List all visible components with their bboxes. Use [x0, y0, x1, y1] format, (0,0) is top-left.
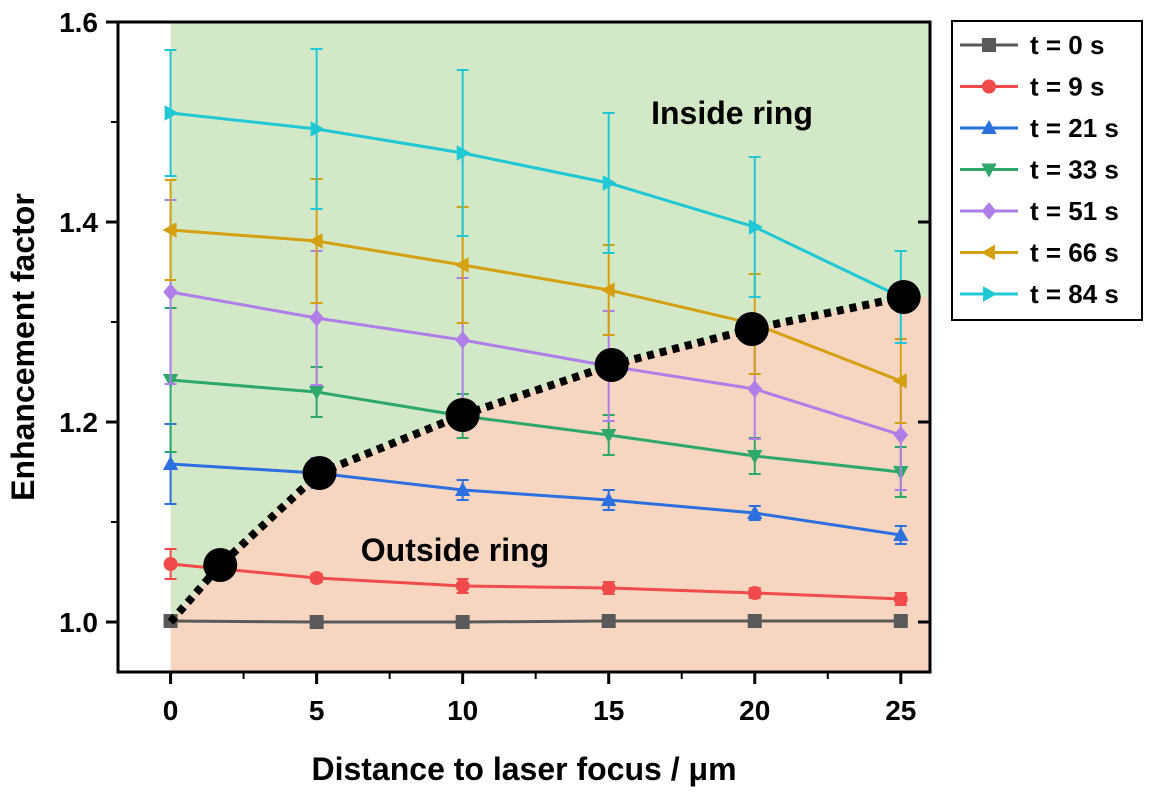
- series-line: [170, 619, 901, 624]
- x-tick-label: 25: [885, 695, 916, 726]
- series-line: [170, 228, 902, 383]
- legend-item: t = 84 s: [960, 279, 1119, 309]
- legend-marker: [980, 244, 995, 261]
- legend-item: t = 51 s: [960, 196, 1119, 226]
- data-point: [456, 145, 471, 161]
- legend-label: t = 21 s: [1030, 113, 1119, 143]
- x-axis-title: Distance to laser focus / μm: [311, 751, 736, 787]
- data-point: [893, 614, 908, 628]
- ring-boundary-curve: [167, 293, 902, 625]
- data-point: [893, 592, 908, 606]
- data-point: [309, 571, 324, 585]
- data-point: [455, 331, 471, 349]
- data-point: [601, 614, 616, 628]
- y-tick-label: 1.2: [59, 407, 98, 438]
- data-point: [893, 526, 909, 541]
- data-point: [163, 283, 178, 301]
- x-tick-label: 20: [739, 695, 770, 726]
- legend-marker: [983, 286, 998, 302]
- data-point: [748, 219, 763, 235]
- legend: t = 0 s t = 9 s t = 21 s t = 33 s t = 51 s t …: [951, 20, 1143, 321]
- data-point: [747, 586, 762, 600]
- legend-label: t = 9 s: [1030, 72, 1104, 102]
- legend-item: t = 0 s: [960, 30, 1104, 60]
- data-point: [602, 175, 617, 191]
- data-point: [309, 615, 324, 629]
- inside-ring-region: [170, 22, 930, 622]
- legend-item: t = 21 s: [960, 113, 1119, 143]
- data-point: [162, 455, 179, 470]
- data-point: [164, 105, 179, 121]
- outside-ring-label: Outside ring: [361, 532, 549, 568]
- legend-marker: [981, 202, 997, 220]
- data-point: [600, 282, 615, 298]
- ring-boundary-point: [203, 548, 238, 582]
- series-line: [170, 290, 902, 437]
- series-line: [170, 111, 902, 299]
- x-tick-label: 10: [447, 695, 478, 726]
- ring-boundary-point: [445, 398, 480, 432]
- legend-item: t = 33 s: [960, 155, 1119, 185]
- data-point: [601, 491, 617, 506]
- y-tick-label: 1.4: [59, 207, 98, 238]
- x-axis: 0 5 10 15 20 25: [163, 672, 916, 726]
- data-point: [454, 257, 469, 273]
- legend-marker: [982, 38, 996, 52]
- data-point: [310, 121, 325, 137]
- data-point: [747, 450, 763, 465]
- data-point: [308, 386, 325, 401]
- legend-marker: [982, 79, 996, 94]
- legend-item: t = 66 s: [960, 238, 1119, 268]
- series-t-21-s: [162, 423, 909, 545]
- series-line: [170, 462, 902, 537]
- legend-label: t = 84 s: [1030, 279, 1119, 309]
- data-point: [892, 373, 907, 389]
- outside-ring-region: [170, 297, 930, 672]
- data-point: [601, 581, 616, 595]
- legend-label: t = 51 s: [1030, 196, 1119, 226]
- series-line: [170, 562, 901, 601]
- x-tick-label: 5: [309, 695, 325, 726]
- legend-label: t = 33 s: [1030, 155, 1119, 185]
- legend-label: t = 0 s: [1030, 30, 1104, 60]
- series-t-9-s: [163, 548, 908, 606]
- ring-boundary-point: [594, 348, 629, 382]
- ring-boundary-point: [734, 312, 769, 346]
- shaded-regions: [170, 22, 930, 672]
- y-axis-title: Enhancement factor: [5, 193, 41, 501]
- legend-marker: [981, 163, 997, 178]
- data-point: [747, 614, 762, 628]
- series-layer: [162, 48, 909, 629]
- legend-label: t = 66 s: [1030, 238, 1119, 268]
- ring-boundary-point: [302, 456, 337, 490]
- x-tick-label: 15: [593, 695, 624, 726]
- legend-item: t = 9 s: [960, 72, 1104, 102]
- data-point: [308, 233, 323, 249]
- y-tick-label: 1.6: [59, 7, 98, 38]
- y-tick-label: 1.0: [59, 607, 98, 638]
- data-point: [747, 504, 763, 519]
- data-point: [747, 380, 763, 398]
- data-point: [162, 222, 177, 238]
- data-point: [601, 429, 617, 444]
- x-tick-label: 0: [163, 695, 179, 726]
- ring-boundary-points: [203, 280, 921, 582]
- data-point: [309, 309, 324, 327]
- data-point: [454, 481, 471, 496]
- data-point: [455, 615, 470, 629]
- y-axis: 1.0 1.2 1.4 1.6: [59, 7, 930, 638]
- inside-ring-label: Inside ring: [651, 95, 813, 131]
- data-point: [163, 557, 178, 571]
- data-point: [455, 579, 470, 593]
- series-line: [170, 378, 901, 474]
- legend-marker: [981, 119, 997, 134]
- data-point: [893, 426, 909, 444]
- plot-frame: [116, 20, 932, 674]
- ring-boundary-point: [886, 280, 921, 314]
